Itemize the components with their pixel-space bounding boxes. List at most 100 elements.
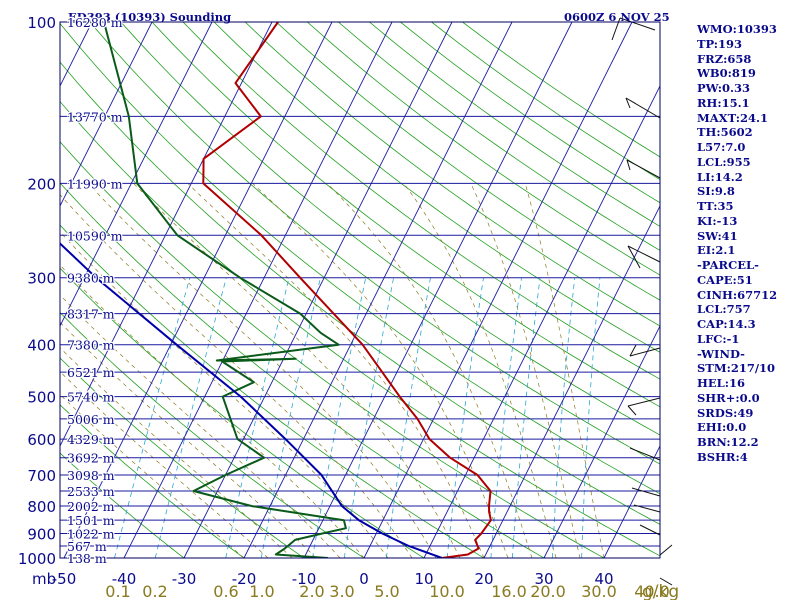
- isotherm: [603, 444, 660, 558]
- wind-barbs: [611, 17, 673, 586]
- isotherm: [123, 22, 393, 558]
- pressure-tick-label: 1000: [18, 550, 56, 568]
- index-item: SRDS:49: [697, 405, 754, 420]
- wind-barb: [659, 577, 673, 586]
- mixing-ratio-tick-label: 2.0: [299, 582, 324, 600]
- temperature-tick-label: 0: [359, 570, 369, 588]
- index-item: WB0:819: [697, 66, 756, 81]
- temperature-tick-label: -40: [112, 570, 137, 588]
- index-item: LCL:757: [697, 302, 751, 317]
- dry-adiabat: [60, 357, 305, 558]
- mixing-ratio-tick-label: 20.0: [530, 582, 566, 600]
- wind-barb: [659, 544, 673, 556]
- mixing-ratio-tick-label: 40.0: [634, 582, 670, 600]
- index-item: HEL:16: [697, 376, 745, 390]
- index-item: BSHR:4: [697, 449, 748, 464]
- pressure-tick-label: 400: [27, 337, 56, 355]
- pressure-unit-label: mb: [32, 570, 56, 588]
- wind-barb: [629, 347, 661, 357]
- height-level-label: 2002 m: [67, 499, 115, 514]
- mixing-ratio-tick-label: 10.0: [429, 582, 465, 600]
- mixing-ratio-tick-label: 0.2: [142, 582, 167, 600]
- index-item: STM:217/10: [697, 361, 776, 376]
- isotherm: [483, 204, 660, 558]
- height-level-label: 7380 m: [67, 338, 115, 353]
- mixing-ratio-line: [490, 277, 522, 558]
- height-level-label: 3692 m: [67, 451, 115, 466]
- plot-frame: [59, 21, 661, 559]
- dry-adiabat: [60, 404, 245, 558]
- height-level-label: 1501 m: [67, 513, 115, 528]
- isotherm: [63, 22, 333, 558]
- height-level-label: 5740 m: [67, 390, 115, 405]
- height-level-label: 3098 m: [67, 468, 115, 483]
- wind-barb-flag: [627, 245, 641, 269]
- moist-adiabat: [524, 183, 605, 558]
- index-item: LCL:955: [697, 154, 751, 169]
- index-item: SW:41: [697, 228, 738, 243]
- moist-adiabat: [60, 264, 365, 558]
- temperature-tick-label: -10: [292, 570, 317, 588]
- dewpoint-profile: [103, 22, 347, 558]
- temperature-tick-label: -50: [52, 570, 77, 588]
- index-item: FRZ:658: [697, 51, 752, 66]
- mixing-ratio-tick-label: 16.0: [491, 582, 527, 600]
- isotherm: [543, 324, 660, 558]
- pressure-tick-label: 500: [27, 389, 56, 407]
- dry-adiabat: [60, 267, 425, 558]
- index-item: BRN:12.2: [697, 435, 759, 449]
- index-item: SHR+:0.0: [697, 390, 760, 405]
- chart-title: ED393 (10393) Sounding: [68, 10, 231, 24]
- isotherm: [183, 22, 453, 558]
- mixing-ratio-line: [154, 277, 227, 558]
- mixing-ratio-unit-label: g/kg: [642, 582, 679, 600]
- height-level-label: 4329 m: [67, 432, 115, 447]
- index-item: L57:7.0: [697, 140, 746, 154]
- indices-panel: WMO:10393 TP:193 FRZ:658 WB0:819 PW:0.33 RH:1…: [697, 22, 797, 465]
- moist-adiabat: [327, 183, 533, 558]
- pressure-tick-label: 200: [27, 175, 56, 193]
- mixing-ratio-line: [114, 277, 191, 558]
- wind-barb: [633, 504, 661, 513]
- height-level-label: 2533 m: [67, 484, 115, 499]
- index-item: EHI:0.0: [697, 420, 747, 435]
- index-item: WMO:10393: [697, 22, 777, 36]
- mixing-ratio-line: [385, 277, 431, 558]
- height-level-label: 16280 m: [67, 15, 123, 30]
- index-item: LI:14.2: [697, 169, 743, 184]
- mixing-ratio-line: [225, 277, 290, 558]
- mixing-ratio-line: [343, 277, 394, 558]
- temperature-tick-label: -30: [172, 570, 197, 588]
- parcel-profile: [60, 242, 443, 558]
- isotherm: [423, 84, 660, 558]
- isotherm: [60, 22, 153, 208]
- index-item: RH:15.1: [697, 95, 750, 110]
- mixing-ratio-line: [552, 277, 576, 558]
- index-item: CAPE:51: [697, 272, 753, 287]
- index-item: TP:193: [697, 36, 743, 51]
- mixing-ratio-line: [511, 277, 541, 558]
- height-level-label: 11990 m: [67, 176, 123, 191]
- wind-barb: [631, 487, 661, 497]
- index-item: EI:2.1: [697, 243, 736, 258]
- wind-barb-flag: [627, 405, 637, 416]
- pressure-tick-label: 700: [27, 467, 56, 485]
- mixing-ratio-tick-label: 30.0: [581, 582, 617, 600]
- dry-adiabat: [60, 452, 185, 558]
- height-level-label: 5006 m: [67, 412, 115, 427]
- pressure-tick-label: 600: [27, 431, 56, 449]
- height-level-label: 8317 m: [67, 307, 115, 322]
- height-level-label: 138 m: [67, 551, 107, 566]
- moist-adiabat: [60, 394, 245, 558]
- isotherm: [60, 22, 213, 328]
- moist-adiabat: [87, 183, 437, 558]
- dry-adiabat: [89, 22, 660, 465]
- index-item: CINH:67712: [697, 287, 778, 302]
- index-item: LFC:-1: [697, 331, 740, 346]
- height-level-label: 9380 m: [67, 271, 115, 286]
- moist-adiabat: [60, 371, 269, 558]
- index-item: PW:0.33: [697, 81, 751, 95]
- mixing-ratio-line: [581, 277, 601, 558]
- temperature-tick-label: 10: [414, 570, 433, 588]
- height-level-label: 10590 m: [67, 228, 123, 243]
